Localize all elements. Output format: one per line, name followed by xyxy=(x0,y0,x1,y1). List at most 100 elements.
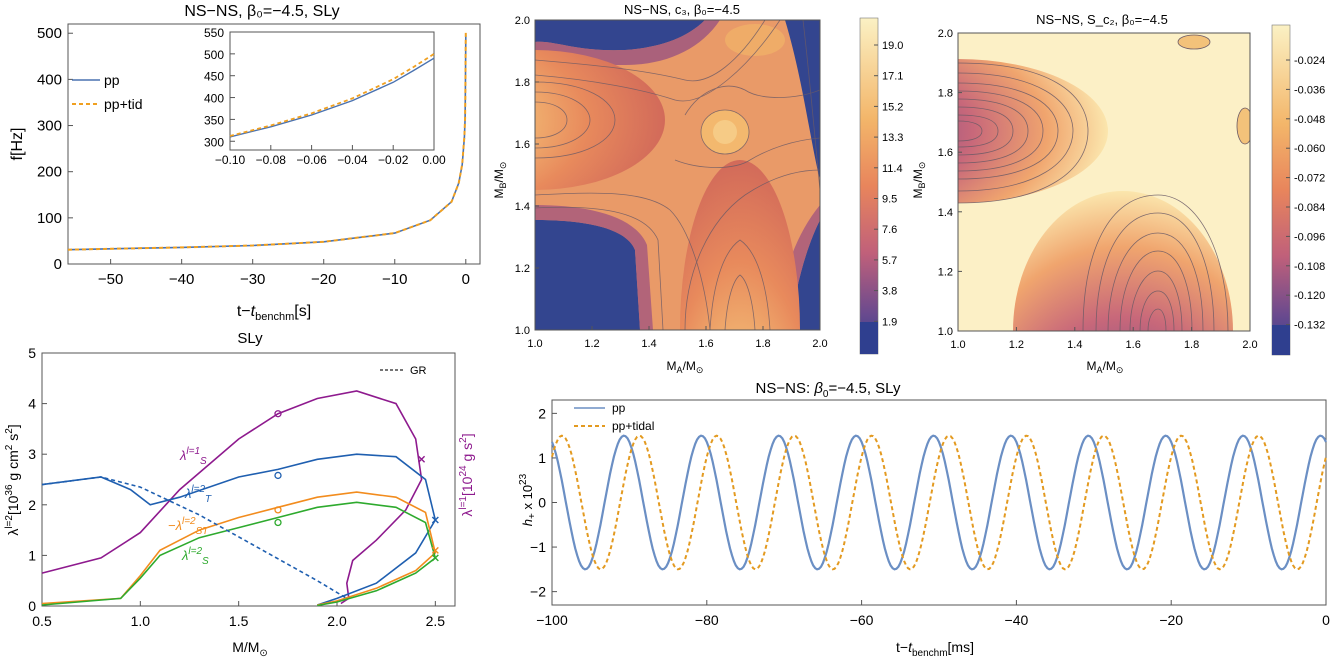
inset-series xyxy=(229,53,435,138)
c3-colorbar xyxy=(859,17,879,355)
love-line-0 xyxy=(41,390,423,605)
love-ylabel-right: λl=1[1024 g s2] xyxy=(458,433,475,516)
wave-title: NS−NS: β0=−4.5, SLy xyxy=(756,380,901,400)
x-tick-label: 2.5 xyxy=(426,613,446,629)
y-tick-label: 5 xyxy=(28,345,36,361)
love-title: SLy xyxy=(237,330,263,347)
inset-x-ticks: −0.10 −0.08 −0.06 −0.04 −0.02 0.00 xyxy=(215,145,446,167)
colorbar-label: 19.0 xyxy=(882,40,903,52)
x-tick-label: −30 xyxy=(240,271,265,288)
y-tick-label: 1.0 xyxy=(515,325,530,337)
x-tick-label: −20 xyxy=(311,271,336,288)
contour-sc2-chart: NS−NS, S_c₂, β₀=−4.5 xyxy=(911,12,1325,375)
c3-xlabel: MA/M⊙ xyxy=(667,359,704,375)
love-marker xyxy=(274,506,282,514)
x-tick-label: −0.08 xyxy=(256,153,287,167)
sc2-ylabel: MB/M⊙ xyxy=(911,162,927,199)
colorbar-label: -0.084 xyxy=(1294,202,1325,214)
colorbar-label: -0.048 xyxy=(1294,114,1325,126)
y-tick-label: 400 xyxy=(204,92,224,106)
freq-plot-frame xyxy=(67,23,481,265)
wave-xlabel: t−tbenchm[ms] xyxy=(896,639,974,659)
wave-legend-pptidal: pp+tidal xyxy=(612,419,654,433)
wave-x-ticks: −100 −80 −60 −40 −20 0 xyxy=(536,600,1330,628)
x-tick-label: 1.2 xyxy=(584,338,599,350)
y-tick-label: 1 xyxy=(28,547,36,563)
y-tick-label: 200 xyxy=(37,164,62,181)
y-tick-label: 1.8 xyxy=(938,88,953,100)
y-tick-label: 300 xyxy=(37,118,62,135)
y-tick-label: 0 xyxy=(54,256,62,273)
love-marker xyxy=(274,471,282,480)
freq-x-ticks: −50 −40 −30 −20 −10 0 xyxy=(98,259,470,288)
freq-title: NS−NS, β₀=−4.5, SLy xyxy=(184,3,339,20)
inset-line-pptid xyxy=(229,53,435,137)
sc2-title: NS−NS, S_c₂, β₀=−4.5 xyxy=(1036,12,1168,27)
y-tick-label: 4 xyxy=(28,396,36,412)
love-label-l2s: λl=2S xyxy=(181,546,209,567)
x-tick-label: −0.10 xyxy=(215,153,246,167)
y-tick-label: −2 xyxy=(530,584,546,600)
love-label-l2st: −λl=2ST xyxy=(168,516,209,537)
love-max-marker xyxy=(418,455,426,463)
inset-line-pp xyxy=(229,57,435,138)
love-max-marker xyxy=(431,554,439,562)
love-y-ticks: 0 1 2 3 4 5 xyxy=(28,345,47,614)
waveform-chart: NS−NS: β0=−4.5, SLy −100 −80 −60 −40 −20 0 −2… xyxy=(518,380,1330,659)
y-tick-label: 1.4 xyxy=(515,201,530,213)
c3-colorbar-bottom xyxy=(860,322,878,354)
colorbar-label: -0.096 xyxy=(1294,231,1325,243)
c3-title: NS−NS, c₃, β₀=−4.5 xyxy=(624,2,740,17)
y-tick-label: 500 xyxy=(37,25,62,42)
y-tick-label: 450 xyxy=(204,70,224,84)
x-tick-label: −100 xyxy=(536,612,568,628)
y-tick-label: 1.8 xyxy=(515,77,530,89)
x-tick-label: 1.5 xyxy=(229,613,249,629)
colorbar-label: 13.3 xyxy=(882,132,903,144)
x-tick-label: 1.2 xyxy=(1009,339,1024,351)
love-frame xyxy=(41,352,456,607)
freq-y-ticks: 0 100 200 300 400 500 xyxy=(37,25,73,273)
y-tick-label: 2.0 xyxy=(515,15,530,27)
c3-x-ticks: 1.0 1.2 1.4 1.6 1.8 2.0 xyxy=(527,326,828,350)
y-tick-label: 2.0 xyxy=(938,28,953,40)
x-tick-label: −80 xyxy=(695,612,719,628)
wave-line-pp+tidal xyxy=(551,434,1327,571)
sc2-colorbar xyxy=(1271,24,1291,356)
y-tick-label: 1.6 xyxy=(938,147,953,159)
y-tick-label: 1 xyxy=(538,450,546,466)
x-tick-label: −40 xyxy=(1005,612,1029,628)
freq-legend-pptid: pp+tid xyxy=(104,96,143,112)
love-label-l2t: λl=2T xyxy=(184,484,212,505)
sc2-xlabel: MA/M⊙ xyxy=(1087,359,1124,375)
love-line-2 xyxy=(41,491,437,606)
x-tick-label: 1.8 xyxy=(755,338,770,350)
x-tick-label: 1.8 xyxy=(1184,339,1199,351)
wave-frame xyxy=(551,399,1327,606)
colorbar-label: -0.120 xyxy=(1294,290,1325,302)
y-tick-label: 500 xyxy=(204,48,224,62)
x-tick-label: 2.0 xyxy=(327,613,347,629)
love-max-marker xyxy=(431,546,439,554)
love-max-marker xyxy=(431,516,439,524)
c3-frame xyxy=(534,19,821,331)
sc2-colorbar-labels: -0.024 -0.036 -0.048 -0.060 -0.072 -0.084 -0.0… xyxy=(1286,55,1325,332)
sc2-colorbar-bottom xyxy=(1272,325,1290,355)
freq-inset: −0.10 −0.08 −0.06 −0.04 −0.02 0.00 300 350 400 4… xyxy=(204,26,446,167)
love-label-l1s: λl=1S xyxy=(179,446,207,467)
y-tick-label: 0 xyxy=(538,495,546,511)
x-tick-label: 1.4 xyxy=(1067,339,1082,351)
sc2-x-ticks: 1.0 1.2 1.4 1.6 1.8 2.0 xyxy=(950,327,1258,351)
x-tick-label: 1.0 xyxy=(131,613,151,629)
love-series xyxy=(41,390,439,607)
colorbar-label: 7.6 xyxy=(882,224,897,236)
x-tick-label: −10 xyxy=(382,271,407,288)
y-tick-label: 1.4 xyxy=(938,207,953,219)
freq-line-pptid xyxy=(67,30,467,251)
c3-ylabel: MB/M⊙ xyxy=(492,162,508,199)
x-tick-label: −0.02 xyxy=(378,153,409,167)
y-tick-label: 400 xyxy=(37,71,62,88)
x-tick-label: −50 xyxy=(98,271,123,288)
x-tick-label: −20 xyxy=(1159,612,1183,628)
